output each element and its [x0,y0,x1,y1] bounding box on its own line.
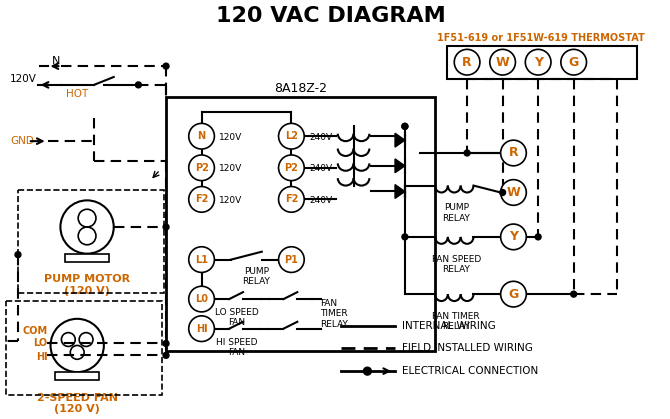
Text: LO SPEED
FAN: LO SPEED FAN [215,308,259,327]
Text: COM: COM [23,326,48,336]
Circle shape [163,341,169,347]
Circle shape [135,82,141,88]
Circle shape [189,155,214,181]
Circle shape [500,180,527,205]
Text: ELECTRICAL CONNECTION: ELECTRICAL CONNECTION [402,366,538,376]
Circle shape [163,224,169,230]
Circle shape [490,49,515,75]
Polygon shape [395,159,405,173]
Circle shape [500,140,527,166]
Circle shape [279,155,304,181]
Circle shape [402,123,408,129]
Text: 120 VAC DIAGRAM: 120 VAC DIAGRAM [216,6,446,26]
Text: HI: HI [196,324,208,334]
Text: F2: F2 [285,194,298,204]
Bar [18,189,164,293]
Text: PUMP
RELAY: PUMP RELAY [442,203,470,223]
Circle shape [189,123,214,149]
Text: N: N [198,131,206,141]
Text: Y: Y [509,230,518,243]
Text: 240V: 240V [309,164,332,173]
Text: L1: L1 [195,255,208,264]
Text: 120V: 120V [219,133,243,142]
Circle shape [189,316,214,341]
Circle shape [189,247,214,272]
Circle shape [189,186,214,212]
Text: 120V: 120V [219,196,243,205]
Polygon shape [395,133,405,147]
Text: R: R [509,147,519,160]
Text: 240V: 240V [309,196,332,205]
Text: 2-SPEED FAN
(120 V): 2-SPEED FAN (120 V) [37,393,118,414]
Text: 240V: 240V [309,133,332,142]
Circle shape [500,224,527,250]
Circle shape [535,234,541,240]
Circle shape [500,189,506,195]
Text: 120V: 120V [10,74,37,84]
Text: 8A18Z-2: 8A18Z-2 [274,83,327,96]
Text: 1F51-619 or 1F51W-619 THERMOSTAT: 1F51-619 or 1F51W-619 THERMOSTAT [438,33,645,42]
Text: P2: P2 [194,163,208,173]
Circle shape [189,286,214,312]
Circle shape [402,234,408,240]
Text: HI SPEED
FAN: HI SPEED FAN [216,338,258,357]
Text: Y: Y [533,56,543,69]
Text: N: N [52,56,61,66]
Circle shape [279,123,304,149]
Text: F2: F2 [195,194,208,204]
Text: G: G [569,56,579,69]
Circle shape [163,63,169,69]
Circle shape [561,49,586,75]
Text: PUMP
RELAY: PUMP RELAY [243,266,270,286]
Bar [56,372,99,380]
Text: PUMP MOTOR
(120 V): PUMP MOTOR (120 V) [44,274,130,296]
Text: INTERNAL WIRING: INTERNAL WIRING [402,321,496,331]
Bar [6,301,162,395]
Text: 120V: 120V [219,164,243,173]
Circle shape [571,291,577,297]
Text: W: W [496,56,509,69]
Text: P2: P2 [285,163,298,173]
Text: GND: GND [10,136,34,146]
Bar [66,253,109,261]
Text: G: G [509,287,519,301]
Circle shape [163,352,169,358]
Circle shape [279,247,304,272]
Text: P1: P1 [285,255,298,264]
Text: L2: L2 [285,131,298,141]
Text: L0: L0 [195,294,208,304]
Circle shape [279,186,304,212]
Text: FIELD INSTALLED WIRING: FIELD INSTALLED WIRING [402,344,533,353]
Bar [166,97,435,352]
Circle shape [15,252,21,258]
Polygon shape [395,185,405,198]
Text: R: R [462,56,472,69]
Text: HI: HI [36,352,48,362]
Circle shape [363,367,371,375]
Text: HOT: HOT [66,89,88,99]
Bar [448,47,637,79]
Circle shape [500,281,527,307]
Circle shape [525,49,551,75]
Circle shape [402,123,408,129]
Text: FAN
TIMER
RELAY: FAN TIMER RELAY [320,299,348,329]
Circle shape [454,49,480,75]
Text: LO: LO [34,339,48,349]
Text: FAN SPEED
RELAY: FAN SPEED RELAY [431,255,481,274]
Text: FAN TIMER
RELAY: FAN TIMER RELAY [432,312,480,331]
Text: W: W [507,186,521,199]
Circle shape [464,150,470,156]
